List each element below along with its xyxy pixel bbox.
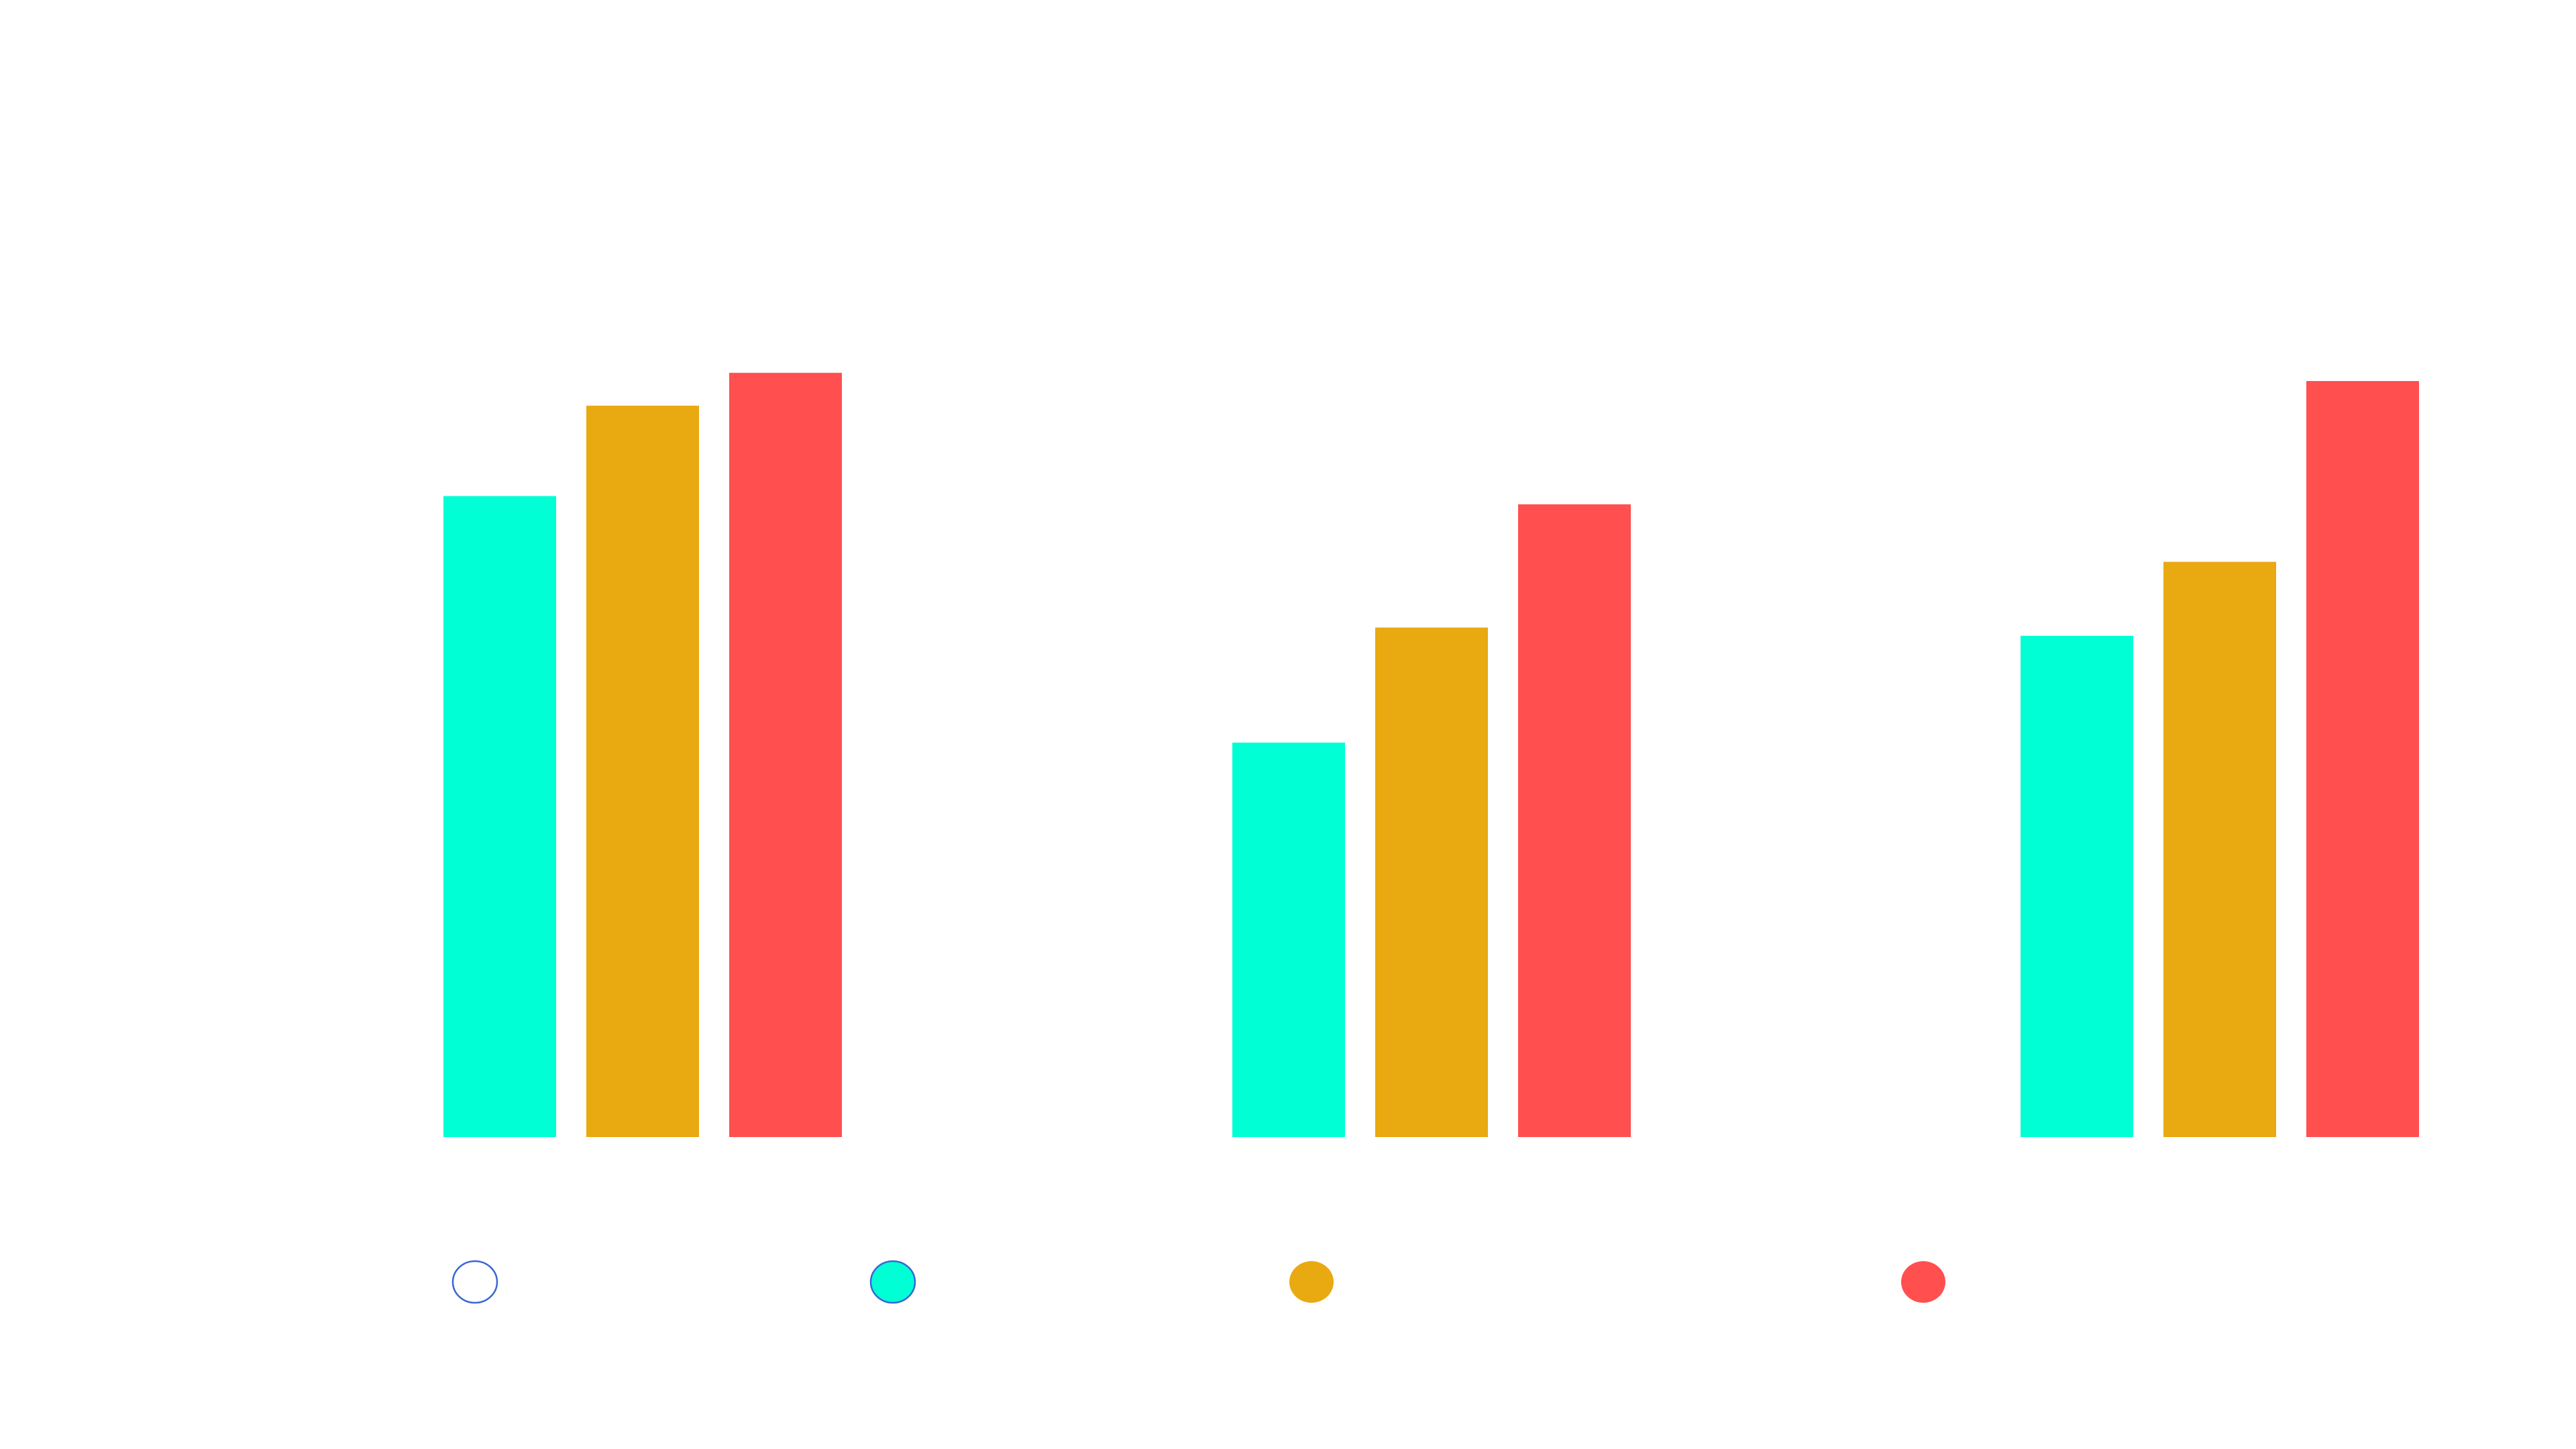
bar-series2-group2 <box>1375 627 1488 1137</box>
bar-series1-group3 <box>2021 635 2133 1137</box>
bar-series1-group2 <box>1232 743 1345 1137</box>
legend <box>451 1260 1945 1304</box>
bar-series2-group3 <box>2163 561 2276 1137</box>
bar-series1-group1 <box>443 496 556 1137</box>
bar-series2-group1 <box>586 405 699 1137</box>
bar-series3-group1 <box>729 372 842 1137</box>
legend-marker-1[interactable] <box>451 1260 498 1304</box>
bars-layer <box>443 372 2419 1137</box>
bar-series3-group3 <box>2306 381 2419 1137</box>
legend-marker-2[interactable] <box>869 1260 916 1304</box>
legend-marker-4[interactable] <box>1901 1261 1945 1303</box>
legend-marker-3[interactable] <box>1289 1261 1334 1303</box>
bar-series3-group2 <box>1518 504 1631 1137</box>
